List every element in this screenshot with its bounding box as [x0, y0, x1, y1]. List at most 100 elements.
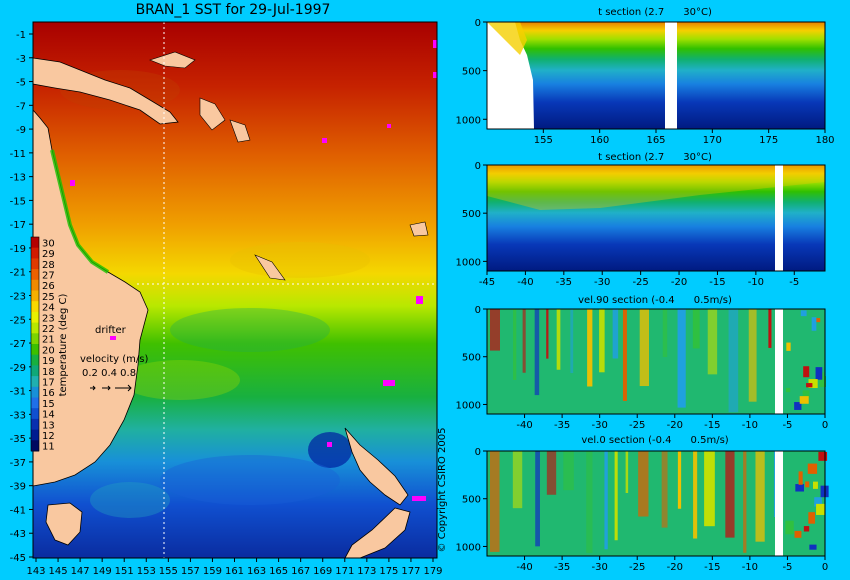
x-tick-label: -45: [479, 277, 495, 288]
lat-tick-label: -9: [16, 125, 26, 136]
copyright-text: © Copyright CSIRO 2005: [437, 428, 448, 553]
velocity-stripe: [743, 451, 747, 553]
lat-tick-label: -1: [16, 30, 26, 41]
velocity-stripe: [728, 309, 739, 413]
velocity-patch: [818, 451, 828, 461]
lat-tick-label: -15: [10, 196, 26, 207]
y-tick-label: 0: [475, 447, 481, 458]
x-tick-label: -30: [594, 277, 610, 288]
x-tick-label: -15: [704, 562, 720, 573]
tasmania-landmass: [45, 502, 83, 546]
lat-tick-label: -19: [10, 244, 26, 255]
x-tick-label: -20: [667, 420, 683, 431]
y-tick-label: 500: [462, 353, 481, 364]
x-tick-label: 175: [759, 135, 778, 146]
colorbar-tick-label: 11: [42, 442, 55, 453]
lon-tick-label: 157: [181, 566, 200, 577]
colorbar-swatch: [31, 247, 39, 259]
y-tick-label: 500: [462, 67, 481, 78]
velocity-patch: [807, 463, 818, 474]
lon-tick-label: 149: [93, 566, 112, 577]
velocity-patch: [795, 484, 805, 492]
colorbar-swatch: [31, 376, 39, 388]
velocity-values: 0.2 0.4 0.8: [82, 368, 136, 379]
lat-tick-label: -13: [10, 173, 26, 184]
colorbar-swatch: [31, 418, 39, 431]
velocity-patch: [813, 481, 818, 489]
colorbar-swatch: [31, 344, 39, 356]
x-tick-label: -10: [742, 420, 758, 431]
section-panel-3: vel.90 section (-0.4 0.5m/s) -40 -35 -30 -2…: [456, 295, 829, 431]
x-tick-label: 170: [703, 135, 722, 146]
x-tick-label: -10: [742, 562, 758, 573]
colorbar-swatch: [31, 237, 39, 249]
velocity-stripe: [604, 451, 608, 550]
velocity-patch: [811, 317, 817, 331]
y-tick-label: 1000: [456, 400, 481, 411]
lat-tick-label: -33: [10, 410, 26, 421]
lat-tick-label: -23: [10, 292, 26, 303]
velocity-stripe: [614, 451, 618, 541]
velocity-stripe: [513, 309, 517, 380]
lat-tick-label: -45: [10, 553, 26, 564]
velocity-patch: [815, 367, 823, 380]
new-guinea-landmass: [32, 57, 179, 125]
x-tick-label: -5: [782, 420, 792, 431]
x-tick-label: -40: [516, 420, 532, 431]
new-zealand-landmass: [344, 427, 409, 506]
x-tick-label: -20: [667, 562, 683, 573]
velocity-patch: [785, 520, 794, 535]
x-tick-label: -5: [782, 562, 792, 573]
velocity-stripe: [490, 309, 501, 351]
colorbar-tick-label: 13: [42, 420, 55, 431]
section-2-title: t section (2.7 30°C): [598, 152, 712, 163]
drifter-markers: [70, 40, 437, 501]
colorbar-swatch: [31, 386, 39, 398]
velocity-stripe: [748, 309, 757, 402]
velocity-stripe: [677, 309, 686, 408]
colorbar-tick-label: 28: [42, 260, 55, 271]
colorbar-tick-label: 25: [42, 292, 55, 303]
x-tick-label: -15: [704, 420, 720, 431]
colorbar-swatch: [31, 301, 39, 313]
velocity-patch: [813, 318, 821, 323]
lon-tick-label: 179: [423, 566, 442, 577]
lat-tick-label: -21: [10, 268, 26, 279]
lat-tick-label: -29: [10, 363, 26, 374]
velocity-patch: [805, 481, 810, 488]
lat-tick-label: -11: [10, 149, 26, 160]
colorbar-swatch: [31, 322, 39, 334]
x-tick-label: -35: [554, 562, 570, 573]
lon-tick-label: 177: [401, 566, 420, 577]
lon-tick-label: 173: [357, 566, 376, 577]
section-1-title: t section (2.7 30°C): [598, 7, 712, 18]
lat-tick-label: -43: [10, 529, 26, 540]
lon-tick-label: 171: [335, 566, 354, 577]
velocity-patch: [800, 310, 807, 317]
colorbar-tick-label: 16: [42, 388, 55, 399]
velocity-stripe: [661, 451, 668, 528]
colorbar-tick-label: 14: [42, 410, 55, 421]
x-tick-label: -35: [556, 277, 572, 288]
colorbar-swatch: [31, 333, 39, 345]
velocity-stripe: [556, 309, 561, 370]
velocity-stripe: [768, 309, 772, 348]
colorbar-tick-label: 30: [42, 238, 55, 249]
y-tick-label: 0: [475, 305, 481, 316]
lon-tick-label: 143: [26, 566, 45, 577]
velocity-stripe: [677, 451, 682, 509]
colorbar-swatch: [31, 408, 39, 420]
colorbar-tick-label: 12: [42, 431, 55, 442]
colorbar-tick-label: 27: [42, 270, 55, 281]
colorbar-tick-label: 15: [42, 399, 55, 410]
x-tick-label: -30: [591, 562, 607, 573]
x-tick-label: -10: [748, 277, 764, 288]
velocity-patch: [802, 390, 810, 399]
lat-tick-label: -3: [16, 54, 26, 65]
colorbar-label: temperature (deg C): [58, 293, 69, 396]
lat-tick-label: -27: [10, 339, 26, 350]
colorbar-swatch: [31, 365, 39, 377]
lat-tick-label: -25: [10, 315, 26, 326]
colorbar-swatch: [31, 269, 39, 281]
velocity-stripe: [693, 451, 698, 539]
